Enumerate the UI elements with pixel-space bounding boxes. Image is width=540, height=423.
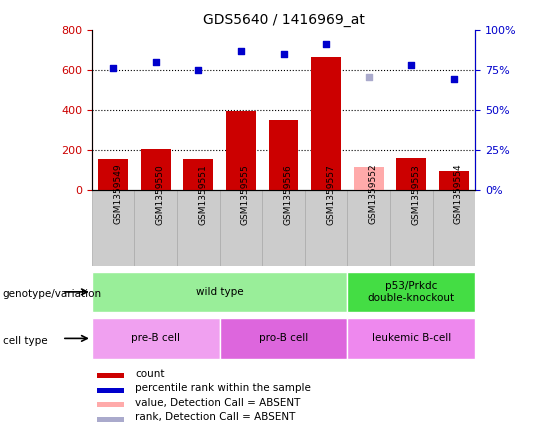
- Text: GSM1359554: GSM1359554: [454, 164, 463, 225]
- Text: p53/Prkdc
double-knockout: p53/Prkdc double-knockout: [368, 281, 455, 303]
- Text: percentile rank within the sample: percentile rank within the sample: [135, 383, 311, 393]
- Bar: [262, 190, 305, 266]
- Bar: [347, 318, 475, 359]
- Bar: [354, 167, 383, 190]
- Text: wild type: wild type: [196, 287, 244, 297]
- Bar: [177, 190, 220, 266]
- Title: GDS5640 / 1416969_at: GDS5640 / 1416969_at: [202, 13, 364, 27]
- Bar: [97, 402, 124, 407]
- Bar: [439, 171, 469, 190]
- Bar: [98, 159, 128, 190]
- Bar: [97, 417, 124, 422]
- Bar: [220, 318, 347, 359]
- Bar: [92, 272, 347, 312]
- Bar: [184, 159, 213, 190]
- Text: GSM1359556: GSM1359556: [284, 164, 293, 225]
- Bar: [97, 373, 124, 378]
- Bar: [268, 121, 299, 190]
- Text: count: count: [135, 368, 165, 379]
- Text: GSM1359552: GSM1359552: [369, 164, 377, 225]
- Text: leukemic B-cell: leukemic B-cell: [372, 333, 451, 343]
- Point: [237, 48, 245, 55]
- Point: [407, 62, 416, 69]
- Text: genotype/variation: genotype/variation: [3, 289, 102, 299]
- Text: pre-B cell: pre-B cell: [131, 333, 180, 343]
- Text: GSM1359551: GSM1359551: [198, 164, 207, 225]
- Bar: [92, 190, 134, 266]
- Point: [279, 50, 288, 57]
- Point: [322, 41, 330, 47]
- Text: GSM1359550: GSM1359550: [156, 164, 165, 225]
- Bar: [305, 190, 347, 266]
- Text: GSM1359549: GSM1359549: [113, 164, 122, 225]
- Bar: [141, 149, 171, 190]
- Text: GSM1359557: GSM1359557: [326, 164, 335, 225]
- Text: pro-B cell: pro-B cell: [259, 333, 308, 343]
- Bar: [134, 190, 177, 266]
- Text: rank, Detection Call = ABSENT: rank, Detection Call = ABSENT: [135, 412, 295, 422]
- Bar: [311, 57, 341, 190]
- Bar: [347, 272, 475, 312]
- Bar: [390, 190, 433, 266]
- Point: [194, 67, 202, 74]
- Text: GSM1359555: GSM1359555: [241, 164, 250, 225]
- Point: [109, 64, 117, 71]
- Bar: [220, 190, 262, 266]
- Point: [450, 75, 458, 82]
- Text: cell type: cell type: [3, 335, 48, 346]
- Point: [364, 74, 373, 80]
- Bar: [92, 318, 220, 359]
- Text: GSM1359553: GSM1359553: [411, 164, 420, 225]
- Bar: [347, 190, 390, 266]
- Text: value, Detection Call = ABSENT: value, Detection Call = ABSENT: [135, 398, 300, 408]
- Bar: [433, 190, 475, 266]
- Bar: [226, 111, 256, 190]
- Point: [151, 59, 160, 66]
- Bar: [97, 388, 124, 393]
- Bar: [396, 158, 426, 190]
